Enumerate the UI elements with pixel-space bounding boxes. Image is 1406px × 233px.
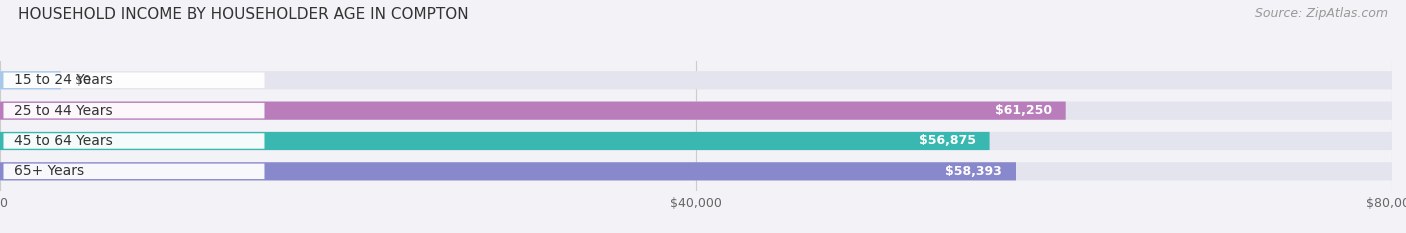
Text: $61,250: $61,250 xyxy=(994,104,1052,117)
FancyBboxPatch shape xyxy=(0,132,990,150)
FancyBboxPatch shape xyxy=(3,72,264,88)
Text: $0: $0 xyxy=(75,74,91,87)
FancyBboxPatch shape xyxy=(0,102,1392,120)
FancyBboxPatch shape xyxy=(3,164,264,179)
Text: 65+ Years: 65+ Years xyxy=(14,164,84,178)
FancyBboxPatch shape xyxy=(0,71,1392,89)
FancyBboxPatch shape xyxy=(0,102,1066,120)
Text: Source: ZipAtlas.com: Source: ZipAtlas.com xyxy=(1254,7,1388,20)
FancyBboxPatch shape xyxy=(3,103,264,118)
FancyBboxPatch shape xyxy=(0,71,60,89)
FancyBboxPatch shape xyxy=(0,132,1392,150)
Text: 15 to 24 Years: 15 to 24 Years xyxy=(14,73,112,87)
FancyBboxPatch shape xyxy=(3,133,264,149)
Text: 45 to 64 Years: 45 to 64 Years xyxy=(14,134,112,148)
Text: HOUSEHOLD INCOME BY HOUSEHOLDER AGE IN COMPTON: HOUSEHOLD INCOME BY HOUSEHOLDER AGE IN C… xyxy=(18,7,470,22)
FancyBboxPatch shape xyxy=(0,162,1017,180)
Text: $56,875: $56,875 xyxy=(918,134,976,147)
Text: $58,393: $58,393 xyxy=(945,165,1002,178)
FancyBboxPatch shape xyxy=(0,162,1392,180)
Text: 25 to 44 Years: 25 to 44 Years xyxy=(14,104,112,118)
